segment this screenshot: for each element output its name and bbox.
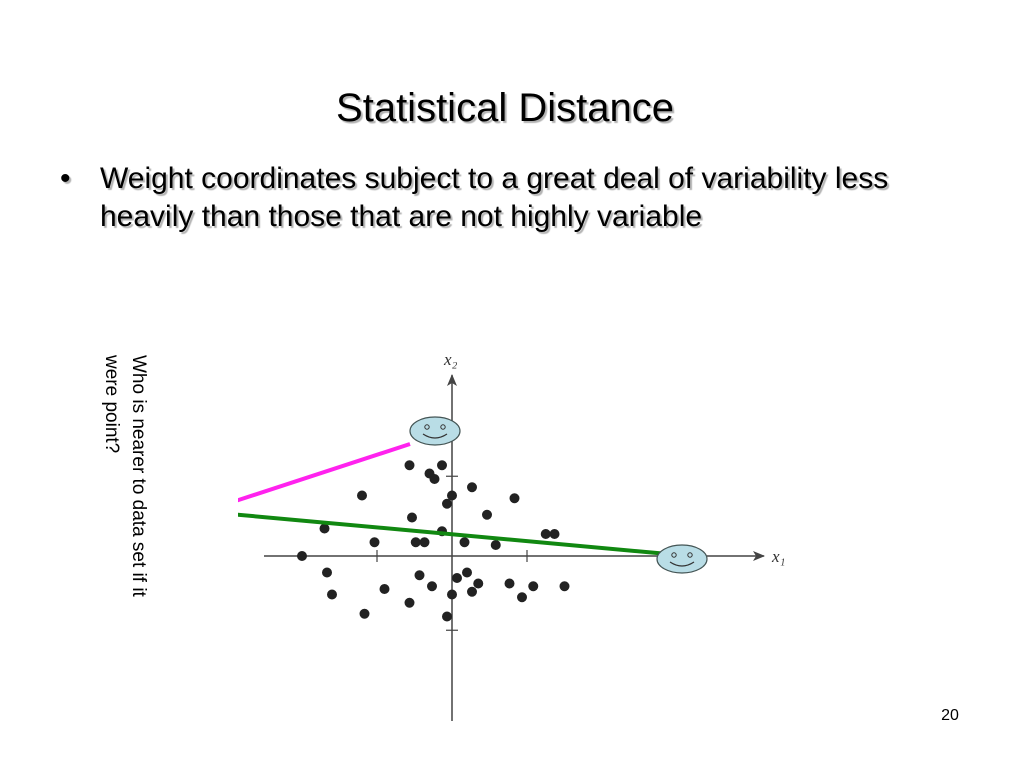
scatter-figure: x₁ x₂ (238, 333, 810, 733)
data-point (410, 537, 421, 548)
data-point (379, 584, 390, 594)
data-point (467, 586, 477, 597)
data-point (404, 460, 415, 471)
data-point (419, 537, 430, 548)
slide-title: Statistical Distance (336, 86, 674, 130)
data-point (447, 589, 457, 600)
data-point (359, 608, 370, 619)
data-point (429, 474, 440, 484)
data-point (427, 581, 437, 592)
data-point (322, 567, 332, 578)
data-point (459, 537, 470, 548)
right-smiley-point (656, 544, 708, 574)
data-point (437, 460, 447, 471)
upper-smiley-point (409, 416, 461, 446)
data-point (509, 493, 520, 504)
data-point (467, 482, 477, 493)
data-point (549, 529, 560, 539)
magenta-arrow (238, 442, 411, 503)
data-point (319, 523, 330, 534)
bullet-text: Weight coordinates subject to a great de… (100, 162, 889, 233)
data-point (369, 537, 380, 548)
data-point (559, 581, 570, 592)
page-number: 20 (941, 707, 959, 724)
data-point (473, 578, 484, 589)
data-point (297, 551, 307, 561)
data-point (407, 512, 417, 523)
data-point (404, 597, 415, 608)
data-point (490, 540, 501, 550)
data-point (442, 498, 452, 509)
data-point (504, 578, 515, 589)
data-point (517, 592, 527, 603)
x2-axis-label: x₂ (443, 350, 458, 369)
data-point (442, 611, 452, 622)
green-arrow (238, 512, 669, 556)
data-point (528, 581, 539, 592)
bullet-point: • Weight coordinates subject to a great … (60, 160, 960, 236)
data-point (482, 509, 492, 520)
data-point (462, 567, 472, 578)
scatter-plot: x₁ x₂ (238, 350, 785, 721)
data-point (327, 589, 337, 600)
data-point (357, 490, 367, 501)
side-note: Who is nearer to data set if it were poi… (101, 355, 149, 597)
data-point (452, 573, 462, 583)
bullet-marker: • (60, 162, 71, 195)
data-point (447, 490, 457, 501)
x1-axis-label: x₁ (771, 547, 785, 566)
data-point (414, 570, 425, 581)
data-point (540, 529, 551, 539)
